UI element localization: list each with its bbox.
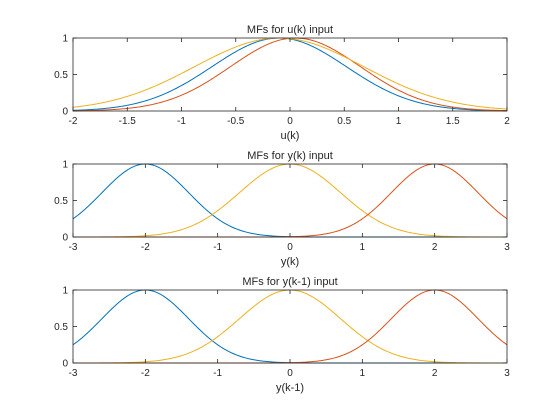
x-tick-label: -2 — [69, 116, 78, 127]
y-tick-label: 0 — [62, 359, 68, 370]
y-tick-label: 0 — [62, 107, 68, 118]
x-tick-label: 1 — [360, 242, 366, 253]
x-axis-label: u(k) — [281, 130, 300, 142]
x-tick-label: 0 — [287, 116, 293, 127]
subplot-3: -3 -2 -1 0 1 2 3 0 0.5 1 MFs for y(k-1) input y(k-1… — [54, 276, 510, 394]
x-tick-label: 0 — [287, 368, 293, 379]
x-tick-label: -2 — [141, 368, 150, 379]
x-tick-label: 3 — [504, 368, 510, 379]
subplot-title: MFs for y(k-1) input — [242, 276, 337, 288]
x-tick-label: 2 — [504, 116, 510, 127]
subplot-1: -2 -1.5 -1 -0.5 0 0.5 1 1.5 2 0 0.5 1 MFs for u(k) i… — [54, 24, 510, 142]
x-axis-label: y(k-1) — [276, 382, 304, 394]
subplot-title: MFs for u(k) input — [247, 24, 333, 36]
y-tick-label: 0.5 — [54, 196, 68, 207]
x-tick-label: 1 — [396, 116, 402, 127]
subplot-title: MFs for y(k) input — [247, 150, 333, 162]
subplot-2: -3 -2 -1 0 1 2 3 0 0.5 1 MFs for y(k) input y(k) — [54, 150, 510, 268]
x-tick-label: 3 — [504, 242, 510, 253]
y-tick-label: 1 — [62, 34, 68, 45]
x-tick-label: -2 — [141, 242, 150, 253]
x-tick-label: 0 — [287, 242, 293, 253]
x-tick-label: -1 — [213, 242, 222, 253]
y-tick-label: 0.5 — [54, 70, 68, 81]
x-tick-label: 2 — [432, 242, 438, 253]
y-tick-label: 0.5 — [54, 322, 68, 333]
x-tick-label: 1 — [360, 368, 366, 379]
x-axis-label: y(k) — [281, 256, 299, 268]
plot-area — [73, 164, 507, 237]
y-tick-label: 1 — [62, 160, 68, 171]
x-tick-label: 0.5 — [337, 116, 351, 127]
x-tick-label: -3 — [69, 368, 78, 379]
x-tick-label: -0.5 — [227, 116, 245, 127]
y-tick-label: 0 — [62, 233, 68, 244]
x-tick-label: -1 — [177, 116, 186, 127]
x-tick-label: 2 — [432, 368, 438, 379]
x-tick-label: -3 — [69, 242, 78, 253]
x-tick-label: -1 — [213, 368, 222, 379]
plot-area — [73, 38, 507, 111]
y-tick-label: 1 — [62, 286, 68, 297]
x-tick-label: 1.5 — [446, 116, 460, 127]
x-tick-label: -1.5 — [119, 116, 137, 127]
plot-area — [73, 290, 507, 363]
